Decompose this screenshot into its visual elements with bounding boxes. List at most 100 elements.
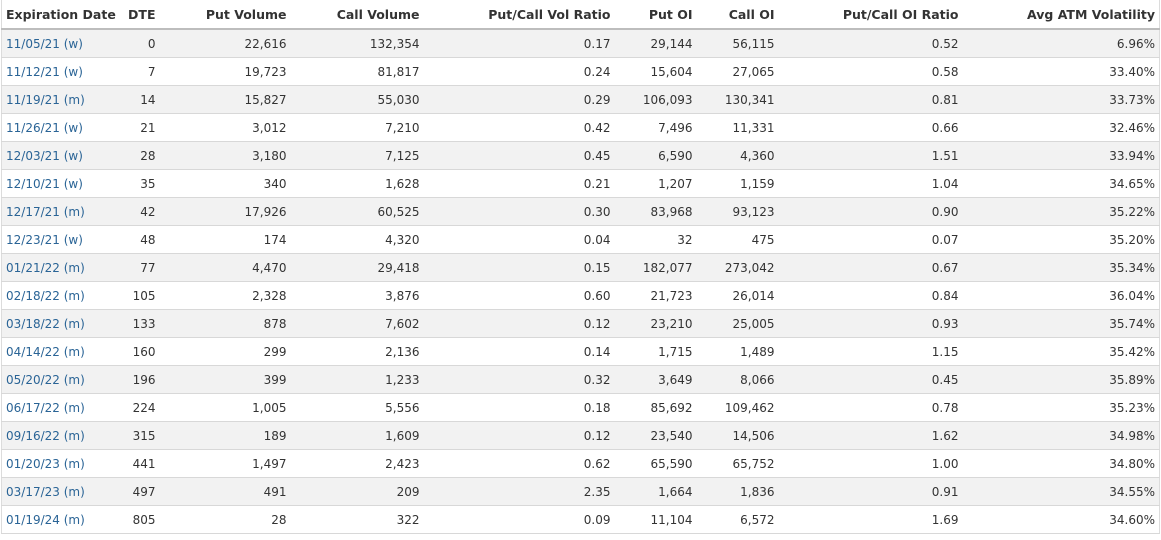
call-oi-cell: 25,005 (696, 309, 779, 338)
pc-oi-ratio-cell: 1.69 (778, 505, 963, 534)
call-volume-cell: 55,030 (290, 85, 424, 114)
expiration-date-link[interactable]: 01/21/22 (m) (6, 260, 85, 275)
expiration-date-link[interactable]: 06/17/22 (m) (6, 400, 85, 415)
call-volume-cell: 5,556 (290, 393, 424, 422)
column-header-call-volume[interactable]: Call Volume (290, 0, 424, 30)
expiration-date-link[interactable]: 11/12/21 (w) (6, 64, 83, 79)
put-oi-cell: 65,590 (614, 449, 697, 478)
call-oi-cell: 8,066 (696, 365, 779, 394)
avg-atm-vol-cell: 6.96% (962, 29, 1160, 58)
dte-cell: 160 (113, 337, 160, 366)
column-header-put-oi[interactable]: Put OI (614, 0, 697, 30)
expiration-date-cell: 02/18/22 (m) (1, 281, 114, 310)
expiration-date-link[interactable]: 11/26/21 (w) (6, 120, 83, 135)
call-volume-cell: 3,876 (290, 281, 424, 310)
avg-atm-vol-cell: 34.60% (962, 505, 1160, 534)
expiration-date-cell: 12/17/21 (m) (1, 197, 114, 226)
pc-vol-ratio-cell: 0.04 (423, 225, 615, 254)
pc-oi-ratio-cell: 0.93 (778, 309, 963, 338)
table-row: 12/10/21 (w) 35 340 1,628 0.21 1,207 1,159 1.04… (1, 169, 1160, 198)
column-header-expiration-date[interactable]: Expiration Date (1, 0, 116, 30)
column-header-avg-atm-volatility[interactable]: Avg ATM Volatility (962, 0, 1160, 30)
pc-vol-ratio-cell: 0.30 (423, 197, 615, 226)
expiration-date-cell: 05/20/22 (m) (1, 365, 114, 394)
pc-oi-ratio-cell: 0.81 (778, 85, 963, 114)
avg-atm-vol-cell: 35.74% (962, 309, 1160, 338)
put-oi-cell: 6,590 (614, 141, 697, 170)
table-row: 01/19/24 (m) 805 28 322 0.09 11,104 6,572 1.69 3… (1, 505, 1160, 534)
put-volume-cell: 340 (159, 169, 291, 198)
pc-vol-ratio-cell: 0.14 (423, 337, 615, 366)
column-header-call-oi[interactable]: Call OI (696, 0, 779, 30)
pc-oi-ratio-cell: 0.45 (778, 365, 963, 394)
avg-atm-vol-cell: 34.98% (962, 421, 1160, 450)
expiration-date-link[interactable]: 02/18/22 (m) (6, 288, 85, 303)
call-oi-cell: 4,360 (696, 141, 779, 170)
expiration-date-link[interactable]: 01/19/24 (m) (6, 512, 85, 527)
avg-atm-vol-cell: 36.04% (962, 281, 1160, 310)
column-header-put-volume[interactable]: Put Volume (159, 0, 291, 30)
dte-cell: 441 (113, 449, 160, 478)
expiration-date-link[interactable]: 01/20/23 (m) (6, 456, 85, 471)
expiration-date-link[interactable]: 03/18/22 (m) (6, 316, 85, 331)
avg-atm-vol-cell: 35.22% (962, 197, 1160, 226)
call-oi-cell: 1,489 (696, 337, 779, 366)
expiration-date-link[interactable]: 09/16/22 (m) (6, 428, 85, 443)
put-oi-cell: 11,104 (614, 505, 697, 534)
expiration-date-cell: 11/26/21 (w) (1, 113, 114, 142)
expiration-date-link[interactable]: 04/14/22 (m) (6, 344, 85, 359)
expiration-date-link[interactable]: 12/23/21 (w) (6, 232, 83, 247)
expiration-date-link[interactable]: 11/19/21 (m) (6, 92, 85, 107)
column-header-put-call-oi-ratio[interactable]: Put/Call OI Ratio (778, 0, 963, 30)
call-oi-cell: 273,042 (696, 253, 779, 282)
put-volume-cell: 1,497 (159, 449, 291, 478)
column-header-put-call-vol-ratio[interactable]: Put/Call Vol Ratio (423, 0, 615, 30)
pc-vol-ratio-cell: 2.35 (423, 477, 615, 506)
call-volume-cell: 1,233 (290, 365, 424, 394)
expiration-date-link[interactable]: 12/10/21 (w) (6, 176, 83, 191)
call-volume-cell: 7,602 (290, 309, 424, 338)
call-volume-cell: 60,525 (290, 197, 424, 226)
dte-cell: 77 (113, 253, 160, 282)
pc-oi-ratio-cell: 1.15 (778, 337, 963, 366)
dte-cell: 497 (113, 477, 160, 506)
call-volume-cell: 7,125 (290, 141, 424, 170)
pc-vol-ratio-cell: 0.12 (423, 309, 615, 338)
expiration-date-cell: 12/03/21 (w) (1, 141, 114, 170)
put-volume-cell: 174 (159, 225, 291, 254)
pc-vol-ratio-cell: 0.62 (423, 449, 615, 478)
put-oi-cell: 83,968 (614, 197, 697, 226)
call-volume-cell: 29,418 (290, 253, 424, 282)
table-row: 11/12/21 (w) 7 19,723 81,817 0.24 15,604 27,06… (1, 57, 1160, 86)
avg-atm-vol-cell: 35.34% (962, 253, 1160, 282)
put-oi-cell: 32 (614, 225, 697, 254)
put-oi-cell: 23,540 (614, 421, 697, 450)
expiration-date-link[interactable]: 11/05/21 (w) (6, 36, 83, 51)
put-volume-cell: 2,328 (159, 281, 291, 310)
avg-atm-vol-cell: 35.23% (962, 393, 1160, 422)
expiration-date-cell: 11/19/21 (m) (1, 85, 114, 114)
pc-oi-ratio-cell: 1.00 (778, 449, 963, 478)
table-row: 01/21/22 (m) 77 4,470 29,418 0.15 182,077 273,… (1, 253, 1160, 282)
pc-vol-ratio-cell: 0.42 (423, 113, 615, 142)
pc-vol-ratio-cell: 0.12 (423, 421, 615, 450)
call-volume-cell: 322 (290, 505, 424, 534)
call-volume-cell: 4,320 (290, 225, 424, 254)
call-volume-cell: 7,210 (290, 113, 424, 142)
pc-vol-ratio-cell: 0.60 (423, 281, 615, 310)
expiration-date-cell: 11/12/21 (w) (1, 57, 114, 86)
call-oi-cell: 1,836 (696, 477, 779, 506)
dte-cell: 7 (113, 57, 160, 86)
put-oi-cell: 3,649 (614, 365, 697, 394)
table-row: 05/20/22 (m) 196 399 1,233 0.32 3,649 8,066 0.4… (1, 365, 1160, 394)
avg-atm-vol-cell: 35.42% (962, 337, 1160, 366)
expiration-date-link[interactable]: 12/17/21 (m) (6, 204, 85, 219)
call-volume-cell: 132,354 (290, 29, 424, 58)
expiration-date-link[interactable]: 12/03/21 (w) (6, 148, 83, 163)
expiration-date-link[interactable]: 03/17/23 (m) (6, 484, 85, 499)
column-header-dte[interactable]: DTE (113, 0, 160, 30)
avg-atm-vol-cell: 33.94% (962, 141, 1160, 170)
pc-oi-ratio-cell: 1.62 (778, 421, 963, 450)
expiration-date-link[interactable]: 05/20/22 (m) (6, 372, 85, 387)
table-row: 09/16/22 (m) 315 189 1,609 0.12 23,540 14,506 1… (1, 421, 1160, 450)
